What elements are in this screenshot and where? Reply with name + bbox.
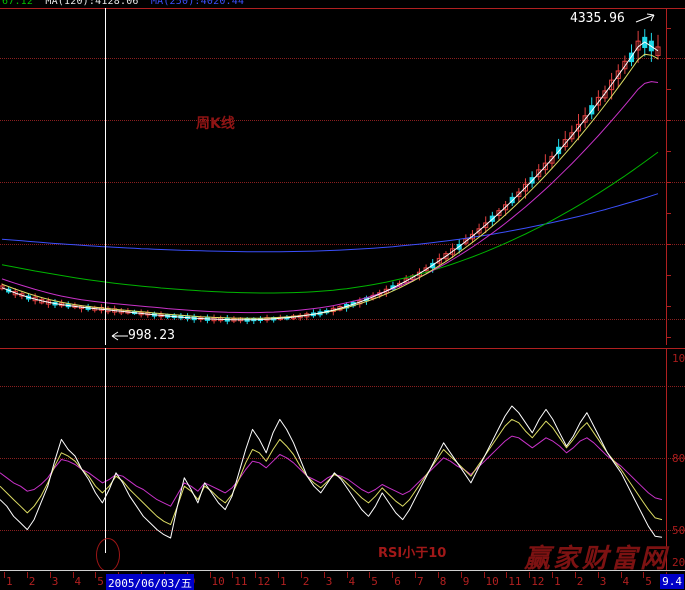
rsi-gridline-80 [0,458,685,459]
month-tick-label: 12 [257,575,271,588]
month-tick [552,572,553,578]
low-price-arrow [111,331,128,341]
rsi-scale-label-100: 100 [672,352,685,365]
month-tick-label: 4 [348,575,356,588]
month-tick [483,572,485,578]
price-gridline [0,244,685,245]
rsi-note-annotation: RSI小于10 [378,546,447,561]
rsi-current-value-badge: 9.4 [660,574,684,589]
rsi-scale-label-50: 50 [672,524,685,537]
month-tick [437,572,439,578]
price-axis-tick [666,120,671,121]
month-tick-label: 10 [211,575,225,588]
month-tick [460,572,462,578]
watermark: 赢家财富网 [524,544,670,574]
price-axis-tick [666,213,671,214]
month-tick [415,572,416,578]
price-panel[interactable]: 4335.96 998.23 周K线 [0,8,685,345]
rsi-axis-right [666,348,667,570]
month-tick-label: 3 [325,575,333,588]
month-tick-label: 1 [280,575,287,588]
ma-legend-item-3: MA(250):4020.44 [150,0,245,7]
price-axis-tick [666,306,671,307]
ma-legend-item-1: 67.12 [2,0,34,7]
month-tick [4,572,5,578]
month-tick [95,572,97,578]
ma-legend-header: 67.12 MA(120):4128.06 MA(250):4020.44 [2,0,250,8]
month-tick [278,572,279,578]
month-tick [529,572,531,578]
rsi-gridline-100 [0,386,685,387]
high-price-label: 4335.96 [570,11,625,26]
price-axis-tick [666,182,671,183]
price-axis-tick [666,58,671,59]
rsi-scale-label-80: 80 [672,452,685,465]
rsi-panel[interactable]: RSI小于10 100 80 50 20 [0,348,685,572]
month-tick [26,572,28,578]
month-tick [597,572,599,578]
month-tick-label: 3 [51,575,59,588]
month-tick-label: 1 [554,575,561,588]
month-tick-label: 7 [417,575,424,588]
rsi-series-canvas [0,405,663,539]
month-tick-label: 11 [234,575,248,588]
month-tick [300,572,302,578]
rsi-gridline-50 [0,530,685,531]
low-price-label: 998.23 [128,328,175,343]
month-tick [49,572,51,578]
month-tick [209,572,211,578]
rsi-panel-top-border [0,348,685,349]
month-tick [643,572,645,578]
month-tick-label: 2 [576,575,584,588]
month-tick-label: 3 [599,575,607,588]
rsi-low-highlight-ellipse [96,538,120,572]
month-tick [346,572,348,578]
price-axis-tick [666,28,671,29]
price-axis-tick [666,89,671,90]
month-tick [255,572,257,578]
month-tick [323,572,325,578]
price-gridline [0,182,685,183]
month-tick-label: 9 [462,575,470,588]
high-price-arrow [635,13,655,23]
crosshair-vertical-line-rsi [105,348,106,553]
crosshair-vertical-line [105,8,106,345]
selected-date-badge[interactable]: 2005/06/03/五 [106,574,194,590]
month-tick-label: 4 [622,575,630,588]
month-tick-label: 11 [508,575,522,588]
month-tick-label: 2 [28,575,36,588]
price-gridline [0,58,685,59]
month-tick [369,572,371,578]
ma-legend-item-2: MA(120):4128.06 [45,0,139,7]
month-tick-label: 10 [485,575,499,588]
month-tick [392,572,394,578]
month-tick [232,572,234,578]
price-series-canvas [0,29,661,325]
month-tick-label: 6 [394,575,401,588]
month-tick-label: 8 [439,575,447,588]
price-axis-tick [666,275,671,276]
rsi-scale-label-20: 20 [672,556,685,569]
month-tick-label: 5 [97,575,104,588]
weekly-k-annotation: 周K线 [196,116,235,132]
price-axis-tick [666,337,671,338]
month-tick-label: 5 [371,575,378,588]
price-axis-tick [666,244,671,245]
month-tick [72,572,74,578]
month-tick-label: 1 [6,575,13,588]
month-tick [574,572,576,578]
month-tick-label: 4 [74,575,82,588]
price-axis-tick [666,151,671,152]
price-axis-right [666,8,667,345]
month-tick [620,572,622,578]
month-tick-label: 5 [645,575,652,588]
price-gridline [0,319,685,320]
month-tick-label: 12 [531,575,545,588]
date-axis[interactable]: 123456789101112123456789101112123456 200… [0,570,685,590]
month-tick-label: 2 [302,575,310,588]
price-panel-top-border [0,8,685,9]
month-tick [506,572,508,578]
price-gridline [0,120,685,121]
